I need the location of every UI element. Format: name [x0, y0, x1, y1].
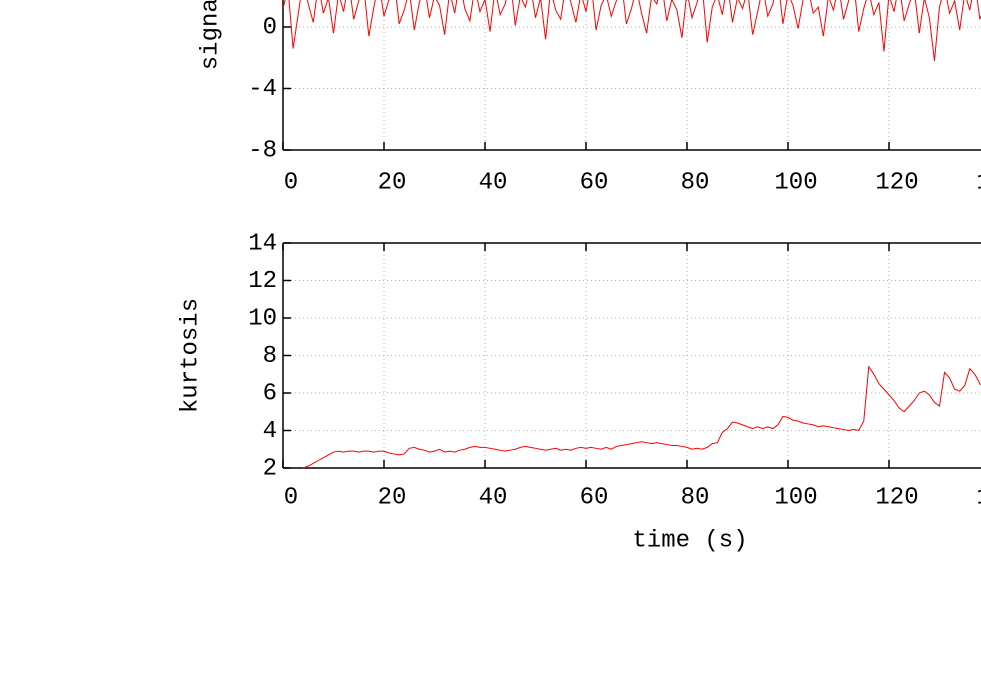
y-axis-label: kurtosis — [177, 298, 204, 413]
x-tick-label: 80 — [681, 484, 710, 511]
y-tick-label: 10 — [248, 305, 277, 332]
y-axis-label: signal — [197, 0, 224, 70]
y-tick-label: 0 — [263, 14, 277, 41]
y-tick-label: -8 — [248, 137, 277, 164]
y-tick-label: 2 — [263, 455, 277, 482]
x-tick-label: 100 — [774, 169, 817, 196]
x-tick-label: 60 — [580, 169, 609, 196]
y-tick-label: -4 — [248, 76, 277, 103]
data-line — [282, 0, 981, 61]
x-tick-label: 80 — [681, 169, 710, 196]
x-tick-label: 140 — [976, 484, 981, 511]
y-tick-label: 8 — [263, 343, 277, 370]
x-tick-label: 20 — [378, 484, 407, 511]
x-tick-label: 60 — [580, 484, 609, 511]
x-tick-label: 120 — [875, 169, 918, 196]
data-line — [303, 365, 981, 469]
y-tick-label: 12 — [248, 268, 277, 295]
x-tick-label: 0 — [284, 484, 298, 511]
x-tick-label: 40 — [479, 484, 508, 511]
y-tick-label: 14 — [248, 230, 277, 257]
x-tick-label: 20 — [378, 169, 407, 196]
x-tick-label: 40 — [479, 169, 508, 196]
x-tick-label: 120 — [875, 484, 918, 511]
x-tick-label: 0 — [284, 169, 298, 196]
x-tick-label: 140 — [976, 169, 981, 196]
y-tick-label: 4 — [263, 418, 277, 445]
y-tick-label: 6 — [263, 380, 277, 407]
x-tick-label: 100 — [774, 484, 817, 511]
x-axis-label: time (s) — [632, 527, 747, 554]
